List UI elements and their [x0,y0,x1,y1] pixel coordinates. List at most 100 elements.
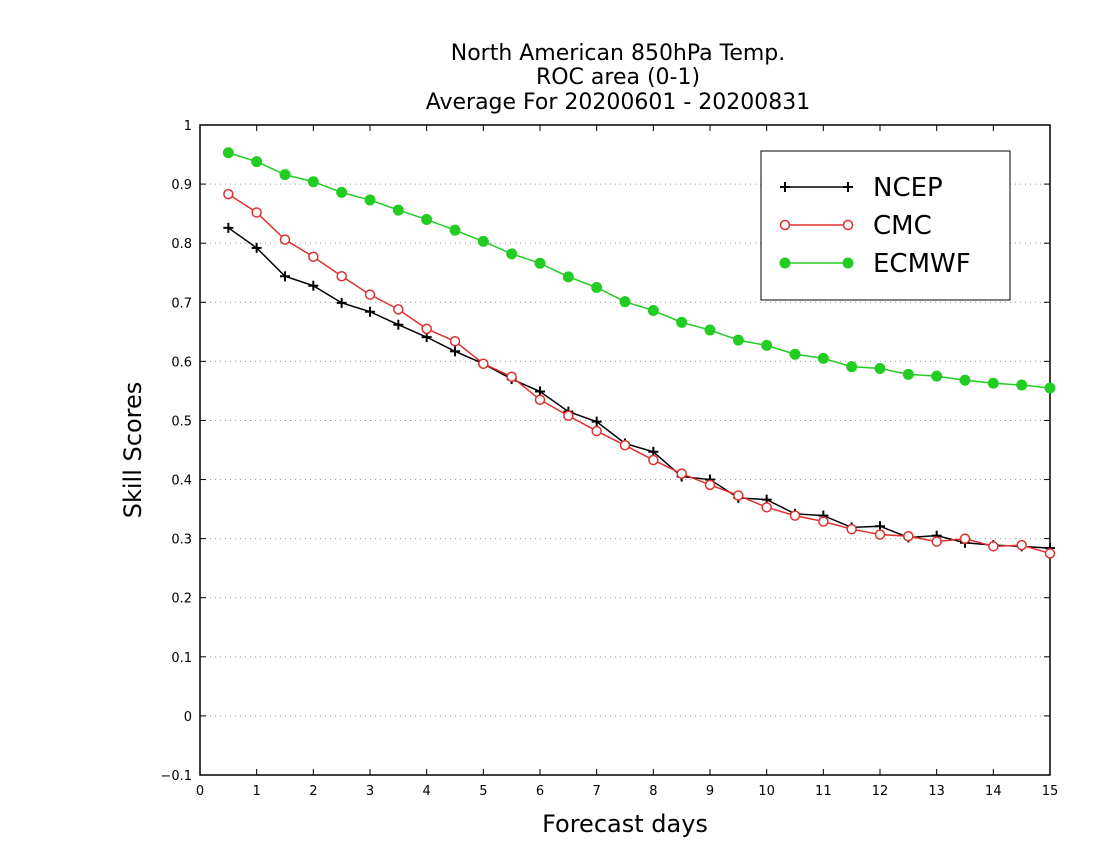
y-tick-label: 0.9 [171,178,192,193]
data-point-cmc [393,304,404,315]
x-tick-label: 6 [536,784,544,799]
x-tick-label: 15 [1042,784,1059,799]
data-point-ncep [336,297,347,308]
legend-label-ecmwf: ECMWF [873,249,971,279]
data-point-ecmwf [959,374,971,386]
data-point-ecmwf [619,296,631,308]
y-tick-label: 1 [184,119,192,134]
legend-marker-cmc [842,219,854,231]
data-point-cmc [478,358,489,369]
data-point-ncep [223,222,234,233]
data-point-ecmwf [279,169,291,181]
data-point-cmc [818,516,829,527]
x-tick-label: 11 [815,784,832,799]
data-point-ecmwf [364,194,376,206]
data-point-cmc [506,371,517,382]
data-point-ecmwf [1044,382,1056,394]
data-point-ecmwf [477,235,489,247]
data-point-cmc [534,394,546,406]
legend-marker-cmc [779,219,791,231]
data-point-cmc [959,533,971,544]
data-point-ecmwf [902,368,914,380]
data-point-ecmwf [704,324,716,336]
data-point-cmc [449,336,461,347]
chart-title: North American 850hPa Temp. ROC area (0-… [426,41,811,115]
data-point-cmc [874,529,886,540]
y-tick-label: 0.7 [171,296,192,311]
data-point-ncep [280,271,290,282]
data-point-cmc [846,523,857,535]
data-point-ecmwf [307,176,319,188]
y-tick-label: 0 [184,710,192,725]
data-point-ncep [591,416,602,427]
legend-marker-ecmwf [779,257,791,269]
x-tick-label: 3 [366,784,374,799]
title-line-2: ROC area (0-1) [536,65,700,90]
data-point-cmc [648,454,659,466]
y-tick-label: 0.2 [171,592,192,607]
x-tick-label: 10 [758,784,775,799]
x-tick-label: 13 [928,784,945,799]
axis-ticks: −0.100.10.20.30.40.50.60.70.80.910 1 2 3 4 5 6… [160,119,1058,799]
data-point-cmc [988,541,999,552]
legend: NCEP CMC ECMWF [760,150,1011,301]
data-point-cmc [364,289,376,300]
data-point-cmc [223,188,234,200]
data-point-ecmwf [534,257,546,269]
data-point-cmc [563,410,574,421]
data-point-ecmwf [817,352,829,364]
x-tick-label: 9 [706,784,714,799]
data-point-ncep [393,319,404,330]
series-lines [222,147,1056,559]
data-point-ecmwf [761,339,773,351]
data-point-ecmwf [676,316,688,328]
legend-label-ncep: NCEP [873,173,943,203]
y-axis-label: Skill Scores [119,382,147,519]
y-tick-label: 0.1 [171,651,192,666]
data-point-ecmwf [789,348,801,360]
data-point-ncep [308,280,319,291]
plot-frame [199,124,1051,776]
data-point-ecmwf [336,186,348,198]
data-point-ecmwf [251,156,263,168]
data-point-ecmwf [931,370,943,382]
x-tick-label: 7 [593,784,601,799]
x-tick-label: 4 [423,784,431,799]
data-point-ecmwf [987,377,999,389]
y-tick-label: −0.1 [160,769,192,784]
data-point-cmc [789,510,801,521]
data-point-ecmwf [421,214,433,226]
legend-label-cmc: CMC [873,211,932,241]
data-point-ecmwf [732,334,744,346]
x-tick-label: 8 [649,784,657,799]
legend-marker-ncep [780,182,790,192]
x-tick-label: 2 [309,784,317,799]
data-point-ecmwf [449,224,461,236]
data-point-cmc [733,490,744,501]
y-tick-label: 0.3 [171,533,192,548]
data-point-ncep [365,306,375,317]
x-tick-label: 0 [196,784,204,799]
legend-box [760,150,1011,301]
data-point-ecmwf [506,248,518,260]
data-point-ecmwf [1016,379,1028,391]
x-axis-label: Forecast days [542,810,708,838]
data-point-cmc [308,251,319,263]
data-point-ncep [450,346,460,357]
data-point-cmc [704,479,716,491]
data-point-ecmwf [562,271,574,283]
y-tick-label: 0.6 [171,355,192,370]
legend-marker-ncep [843,182,853,192]
data-point-ecmwf [647,305,659,317]
x-tick-label: 12 [872,784,889,799]
data-point-ecmwf [846,361,858,373]
data-point-ecmwf [222,147,234,159]
title-line-3: Average For 20200601 - 20200831 [426,90,811,115]
y-tick-label: 0.8 [171,237,192,252]
data-point-cmc [1044,548,1056,559]
data-point-ecmwf [874,362,886,374]
data-point-cmc [903,531,914,542]
y-tick-label: 0.4 [171,474,192,489]
data-point-cmc [619,440,631,451]
